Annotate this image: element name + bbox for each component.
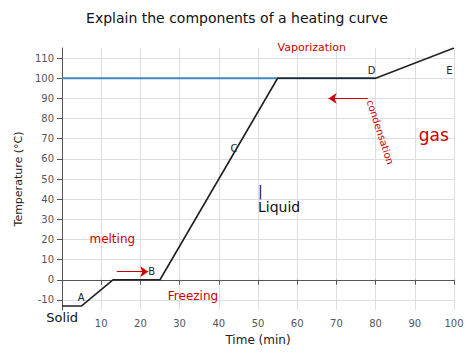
svg-text:gas: gas xyxy=(419,125,449,145)
svg-text:A: A xyxy=(78,292,85,303)
svg-text:Liquid: Liquid xyxy=(258,199,300,215)
svg-text:100: 100 xyxy=(35,73,54,84)
svg-text:60: 60 xyxy=(291,318,304,329)
svg-text:40: 40 xyxy=(212,318,225,329)
svg-text:Explain the components of a he: Explain the components of a heating curv… xyxy=(86,10,388,26)
svg-text:B: B xyxy=(148,266,155,277)
svg-text:D: D xyxy=(368,65,376,76)
svg-text:Solid: Solid xyxy=(46,310,78,325)
svg-text:40: 40 xyxy=(41,194,54,205)
svg-text:E: E xyxy=(446,65,452,76)
svg-text:80: 80 xyxy=(41,113,54,124)
svg-text:Vaporization: Vaporization xyxy=(278,41,346,54)
svg-text:melting: melting xyxy=(89,232,135,246)
svg-text:70: 70 xyxy=(41,133,54,144)
svg-text:60: 60 xyxy=(41,153,54,164)
svg-text:Freezing: Freezing xyxy=(168,289,218,303)
svg-text:30: 30 xyxy=(41,214,54,225)
svg-text:10: 10 xyxy=(95,318,108,329)
svg-text:50: 50 xyxy=(41,174,54,185)
svg-text:10: 10 xyxy=(41,254,54,265)
svg-text:0: 0 xyxy=(48,274,54,285)
svg-text:50: 50 xyxy=(252,318,265,329)
svg-text:20: 20 xyxy=(134,318,147,329)
svg-text:70: 70 xyxy=(330,318,343,329)
svg-text:20: 20 xyxy=(41,234,54,245)
svg-text:90: 90 xyxy=(41,93,54,104)
svg-text:80: 80 xyxy=(369,318,382,329)
svg-text:90: 90 xyxy=(408,318,421,329)
svg-text:C: C xyxy=(231,143,238,154)
svg-text:110: 110 xyxy=(35,53,54,64)
svg-text:|: | xyxy=(258,183,267,200)
svg-text:-10: -10 xyxy=(38,294,54,305)
svg-text:Temperature (°C): Temperature (°C) xyxy=(12,132,25,228)
svg-text:100: 100 xyxy=(444,318,463,329)
svg-text:30: 30 xyxy=(173,318,186,329)
svg-text:Time (min): Time (min) xyxy=(224,333,290,347)
svg-text:condensation: condensation xyxy=(365,99,396,166)
